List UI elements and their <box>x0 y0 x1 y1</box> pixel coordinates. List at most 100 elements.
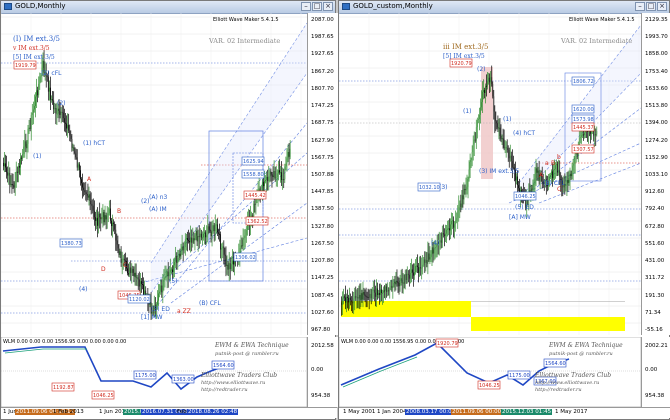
candle-body <box>211 231 213 237</box>
candle-body <box>543 183 545 185</box>
candle-body <box>21 157 22 159</box>
chart-window-gold-monthly[interactable]: GOLD,Monthly – □ × (2) cFL (2) (1) (2) (1) hCT… <box>0 0 338 420</box>
chart-window-icon <box>4 3 12 10</box>
candle-body <box>365 295 367 297</box>
maximize-button[interactable]: □ <box>646 2 656 11</box>
price-box <box>571 144 595 154</box>
elliott-wave-maker-label: Elliott Wave Maker 5.4.1.5 <box>569 17 635 23</box>
fan-line <box>170 202 307 304</box>
candle-body <box>61 111 63 113</box>
candle-body <box>16 171 18 173</box>
candle-body <box>582 134 583 136</box>
price-chart[interactable]: (2) cFL (2) (1) (2) (1) hCT (A) IM (B) CFL (3) … <box>1 13 307 335</box>
candle-body <box>194 235 196 241</box>
candle-body <box>6 167 8 173</box>
close-button[interactable]: × <box>323 2 333 11</box>
minimize-button[interactable]: – <box>635 2 645 11</box>
candle-body <box>415 265 416 273</box>
wave-label: (A) IM <box>149 206 167 213</box>
price-box <box>127 294 151 304</box>
price-chart[interactable]: (2) (3) (4) (5) ED [A] MW (3) IM ext.3/5 (4) h… <box>339 13 641 335</box>
time-tick-label: 2015.12.03 01:45 <box>501 409 553 415</box>
candle-body <box>24 141 26 147</box>
candle-body <box>565 184 567 186</box>
wlm-axis: 2002.21 0.00 954.38 <box>641 337 670 407</box>
price-box <box>233 252 257 262</box>
price-box-value: 1445.42 <box>245 193 266 199</box>
candle-body <box>281 172 282 180</box>
wave-label: (4) hCT <box>513 130 535 137</box>
candle-body <box>188 240 189 242</box>
candle-body <box>187 237 188 241</box>
candle-body <box>60 111 62 115</box>
price-tick-label: 1327.80 <box>311 223 334 230</box>
candle-body <box>371 289 373 299</box>
wlm-value-box <box>435 338 459 348</box>
candle-body <box>431 247 433 255</box>
price-tick-label: 1627.90 <box>311 137 334 144</box>
candle-body <box>182 246 184 251</box>
candle-body <box>38 83 40 96</box>
price-axis[interactable]: 2129.35 1993.70 1858.00 1753.40 1633.60 1513.… <box>641 13 670 335</box>
candle-body <box>470 159 472 162</box>
candle-body <box>526 197 528 208</box>
chart-window-gold-custom-monthly[interactable]: GOLD_custom,Monthly – □ × (2) (3) (4) (5) ED [… <box>338 0 670 420</box>
price-tick-label: 1507.88 <box>311 172 334 178</box>
candle-body <box>95 217 96 221</box>
price-axis[interactable]: 2087.00 1987.65 1927.65 1867.20 1807.70 1747.… <box>307 13 338 335</box>
wlm-value-box <box>533 376 557 386</box>
wlm-value: 1192.87 <box>53 385 74 391</box>
candle-body <box>472 144 474 153</box>
wlm-value: 1175.00 <box>135 373 156 379</box>
wave-label: (2) cFL <box>41 70 62 77</box>
variant-label: VAR. 02 Intermediate <box>208 37 280 45</box>
wlm-header: WLM 0.00 0.00 0.00 1556.95 0.00 0.00 0.0… <box>3 339 126 345</box>
candle-body <box>217 224 218 233</box>
price-box <box>241 169 265 179</box>
candle-body <box>359 294 361 301</box>
candle-body <box>143 284 144 295</box>
price-tick-label: 2087.00 <box>311 17 334 23</box>
candle-body <box>435 247 437 249</box>
wlm-tick-label: 2002.21 <box>645 343 668 349</box>
wlm-indicator-subwindow[interactable]: WLM 0.00 0.00 0.00 1556.95 0.00 0.00 0.0… <box>339 337 641 407</box>
candle-body <box>579 137 581 139</box>
price-tick-label: 1027.60 <box>311 309 334 316</box>
candle-body <box>176 255 178 264</box>
wlm-credit: http://www.elliottwave.ru <box>201 380 265 386</box>
wave-label: (5) ED <box>515 204 534 211</box>
fan-line <box>518 24 641 184</box>
close-button[interactable]: × <box>657 2 667 11</box>
elliott-wave-maker-label: Elliott Wave Maker 5.4.1.5 <box>213 17 279 23</box>
price-tick-label: 1387.50 <box>311 206 334 213</box>
candle-body <box>99 213 101 218</box>
candle-body <box>419 267 420 273</box>
candle-body <box>454 224 455 228</box>
candle-body <box>464 188 466 190</box>
time-axis[interactable]: 1 Jun 20112011.09.06 00:10:111 Feb 20131… <box>1 407 337 418</box>
wlm-indicator-subwindow[interactable]: WLM 0.00 0.00 0.00 1556.95 0.00 0.00 0.0… <box>1 337 307 407</box>
minimize-button[interactable]: – <box>301 2 311 11</box>
window-titlebar[interactable]: GOLD,Monthly – □ × <box>1 1 335 14</box>
price-box-value: 1625.94 <box>243 159 264 165</box>
candle-body <box>566 180 568 185</box>
candle-body <box>551 171 552 176</box>
candle-body <box>378 293 379 296</box>
candle-body <box>28 127 30 129</box>
time-axis[interactable]: 1 May 2001 1 Jan 2004 2008.03.17 00:00 2011… <box>339 407 670 418</box>
candle-body <box>531 188 533 190</box>
candle-body <box>441 232 443 243</box>
maximize-button[interactable]: □ <box>312 2 322 11</box>
candle-body <box>132 268 134 273</box>
candle-body <box>382 292 383 294</box>
candle-body <box>287 152 289 159</box>
candle-body <box>539 173 541 181</box>
window-titlebar[interactable]: GOLD_custom,Monthly – □ × <box>339 1 669 14</box>
fan-line <box>170 152 307 274</box>
wlm-value: 1175.00 <box>509 373 530 379</box>
candle-body <box>76 157 78 168</box>
candle-body <box>529 190 531 192</box>
wave-legend-line: [5] IM ext.3/5 <box>13 54 55 61</box>
candle-body <box>509 155 511 159</box>
candle-body <box>258 188 260 191</box>
